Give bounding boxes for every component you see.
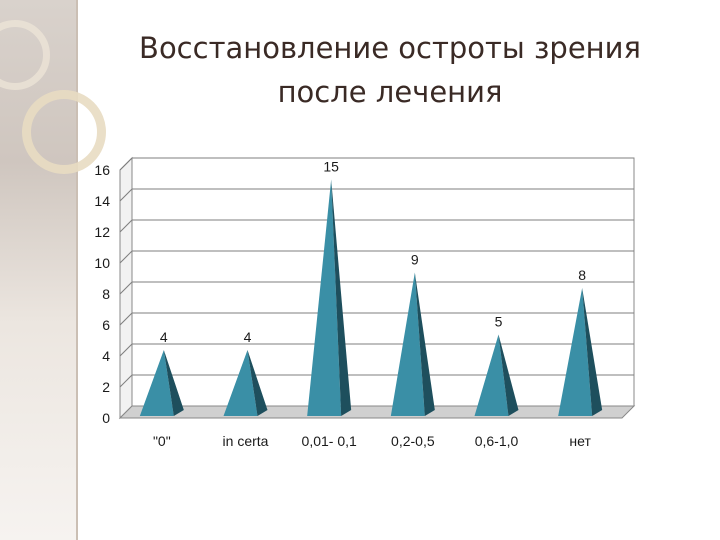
bar-cone-side — [247, 350, 268, 416]
slide-title: Восстановление остроты зрения после лече… — [100, 26, 680, 114]
bar-cone-side — [163, 350, 184, 416]
x-tick-label: in certa — [223, 433, 269, 449]
y-tick-label: 2 — [102, 379, 110, 395]
y-tick-label: 4 — [102, 348, 110, 364]
decorative-ring-small — [0, 20, 50, 90]
bar-cone-front — [307, 179, 342, 416]
gridline-depth — [119, 312, 133, 326]
bar-cone-side — [498, 334, 519, 416]
decorative-ring — [22, 90, 106, 174]
bar-cone-front — [558, 288, 593, 416]
data-label: 8 — [578, 267, 586, 283]
x-tick-label: 0,6-1,0 — [475, 433, 519, 449]
y-tick-label: 12 — [94, 224, 110, 240]
gridline-depth — [119, 374, 133, 388]
y-tick-label: 8 — [102, 286, 110, 302]
data-label: 4 — [160, 329, 168, 345]
bar-cone-front — [139, 350, 174, 416]
x-tick-label: 0,01- 0,1 — [302, 433, 357, 449]
bar-cone-front — [223, 350, 258, 416]
gridline-depth — [119, 219, 133, 233]
bar-cone-side — [414, 272, 435, 416]
y-tick-label: 10 — [94, 255, 110, 271]
data-label: 15 — [323, 159, 339, 175]
slide-title-line-1: Восстановление остроты зрения — [139, 31, 641, 65]
gridline-depth — [119, 281, 133, 295]
data-label: 9 — [411, 252, 419, 268]
slide-title-line-2: после лечения — [277, 75, 503, 109]
bar-cone-side — [582, 288, 603, 416]
y-tick-label: 16 — [94, 162, 110, 178]
x-tick-label: нет — [569, 433, 591, 449]
decorative-divider — [76, 0, 78, 540]
data-label: 5 — [495, 314, 503, 330]
data-label: 4 — [244, 329, 252, 345]
gridline-depth — [119, 250, 133, 264]
bar-cone-front — [390, 272, 425, 416]
y-tick-label: 6 — [102, 317, 110, 333]
chart-floor — [118, 405, 636, 419]
x-tick-label: "0" — [153, 433, 171, 449]
gridline-depth — [119, 157, 133, 171]
bar-cone-side — [331, 179, 352, 416]
x-tick-label: 0,2-0,5 — [391, 433, 435, 449]
bar-cone-front — [474, 334, 509, 416]
y-tick-label: 14 — [94, 193, 110, 209]
gridline-depth — [119, 343, 133, 357]
gridline-depth — [119, 188, 133, 202]
y-tick-label: 0 — [102, 410, 110, 426]
